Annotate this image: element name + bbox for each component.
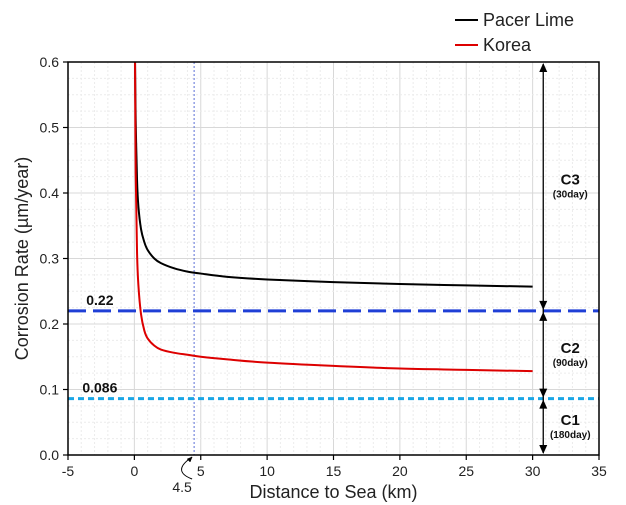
series-line	[134, 61, 533, 373]
x-tick-label: 10	[259, 463, 275, 479]
zone-sublabel: (90day)	[553, 358, 588, 369]
y-tick-label: 0.5	[40, 120, 60, 136]
zone-label: C2	[561, 340, 580, 357]
x-tick-label: 15	[326, 463, 342, 479]
grid	[67, 61, 600, 456]
series-line	[134, 61, 533, 288]
zone-arrow-up	[539, 63, 548, 72]
axis-ticks: -5 0 5 10 15 20 25 30 35 0.0 0.1 0.2 0.3 0.4 0.5 0.6	[40, 54, 607, 479]
legend-label: Korea	[483, 35, 532, 55]
y-tick-label: 0.0	[40, 447, 60, 463]
zone-arrow-down	[539, 388, 548, 398]
x-tick-label: -5	[62, 463, 75, 479]
zone-label: C1	[561, 412, 580, 429]
y-tick-label: 0.3	[40, 251, 60, 267]
y-tick-label: 0.1	[40, 382, 60, 398]
zone-sublabel: (180day)	[550, 430, 591, 441]
x-tick-label: 25	[458, 463, 474, 479]
legend: Pacer Lime Korea	[455, 10, 574, 55]
series-lines	[134, 61, 533, 373]
zone-label: C3	[561, 171, 580, 188]
reference-lines	[68, 62, 599, 455]
x-tick-label: 5	[197, 463, 205, 479]
x-tick-label: 20	[392, 463, 408, 479]
marker-arrow-head	[186, 456, 193, 463]
zone-sublabel: (30day)	[553, 189, 588, 200]
zone-arrow-up	[539, 311, 548, 321]
x-tick-label: 30	[525, 463, 541, 479]
y-tick-label: 0.6	[40, 54, 60, 70]
zone-arrow-down	[539, 300, 548, 310]
annotations: 0.22 0.086 4.5 C3(30day) C2(90day) C1(180day)	[82, 63, 591, 495]
marker-label: 4.5	[172, 479, 192, 495]
y-tick-label: 0.2	[40, 316, 60, 332]
zone-arrow-down	[539, 445, 548, 454]
x-axis-title: Distance to Sea (km)	[249, 482, 417, 502]
y-axis-title: Corrosion Rate (µm/year)	[12, 157, 32, 360]
zone-arrow-up	[539, 399, 548, 409]
legend-label: Pacer Lime	[483, 10, 574, 30]
y-tick-label: 0.4	[40, 185, 60, 201]
x-tick-label: 0	[130, 463, 138, 479]
x-tick-label: 35	[591, 463, 607, 479]
reference-value-label: 0.22	[86, 292, 113, 308]
reference-value-label: 0.086	[82, 380, 117, 396]
